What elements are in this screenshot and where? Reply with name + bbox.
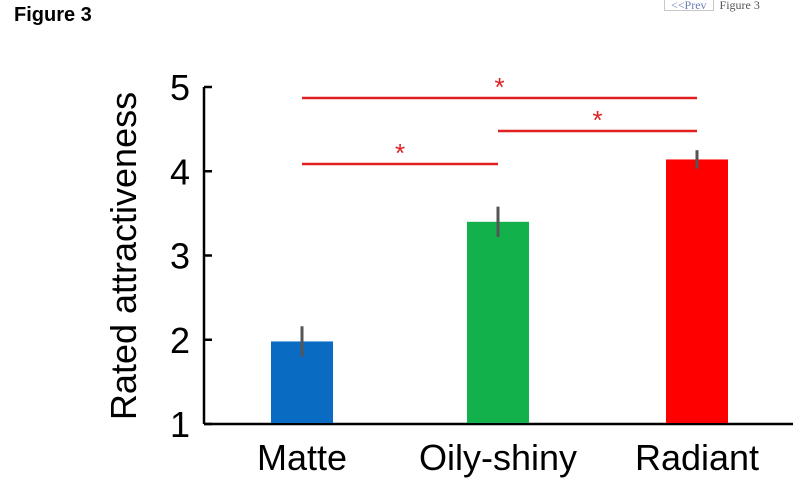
significance-star: * — [494, 72, 504, 102]
significance-markers: * * * — [302, 72, 697, 168]
significance-star: * — [395, 138, 405, 168]
y-tick-label: 5 — [170, 67, 190, 108]
x-tick-label: Matte — [257, 437, 347, 478]
x-tick-label: Oily-shiny — [419, 437, 577, 478]
y-tick-label: 4 — [170, 151, 190, 192]
y-tick-label: 2 — [170, 320, 190, 361]
labels: 1 2 3 4 5 Rated attractiveness Matte Oily-shiny… — [103, 67, 759, 478]
y-tick-label: 1 — [170, 404, 190, 445]
axes — [202, 85, 793, 426]
bars — [271, 159, 728, 423]
bar-radiant — [666, 159, 728, 423]
x-tick-label: Radiant — [635, 437, 759, 478]
prev-link[interactable]: <<Prev — [664, 0, 714, 11]
error-bars — [300, 150, 699, 357]
figure-nav-label: Figure 3 — [719, 0, 760, 12]
bar-oily-shiny — [467, 221, 529, 423]
figure-nav: <<Prev Figure 3 — [664, 0, 766, 12]
y-axis-label: Rated attractiveness — [103, 92, 144, 420]
figure-title: Figure 3 — [14, 4, 92, 26]
y-tick-label: 3 — [170, 236, 190, 277]
significance-star: * — [592, 105, 602, 135]
